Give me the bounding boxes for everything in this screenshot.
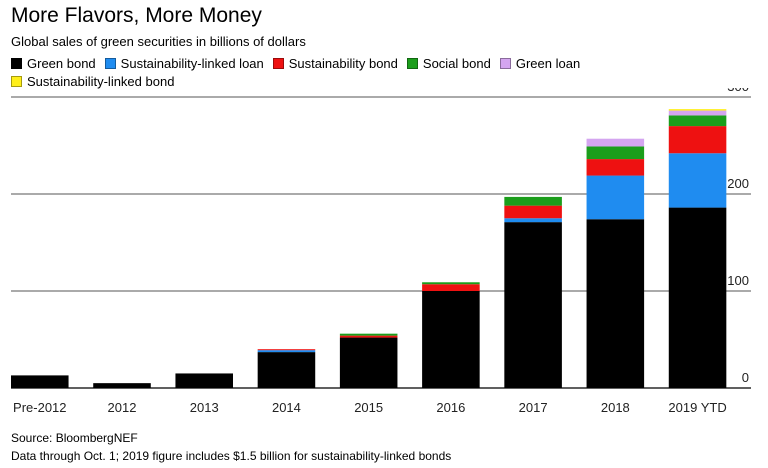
bar-segment [257, 352, 316, 388]
legend-item: Sustainability bond [272, 55, 398, 72]
legend-label: Sustainability bond [288, 56, 398, 71]
bar-segment [668, 153, 727, 208]
legend-swatch [499, 58, 511, 69]
legend-swatch [104, 58, 116, 69]
legend-swatch [406, 58, 418, 69]
bar-segment [504, 205, 562, 219]
bar-segment [422, 282, 480, 285]
bar-segment [586, 138, 645, 147]
source-note: Source: BloombergNEF [11, 431, 138, 445]
bar-segment [586, 159, 645, 176]
x-tick-label: 2013 [190, 400, 219, 415]
bar-segment [422, 291, 480, 388]
bar-segment [504, 196, 562, 206]
x-tick-label: 2014 [272, 400, 301, 415]
y-tick-label: 100 [727, 273, 749, 288]
legend-label: Sustainability-linked loan [120, 56, 264, 71]
bar-segment [339, 335, 398, 338]
bar-segment [586, 219, 645, 388]
chart-title: More Flavors, More Money [11, 4, 262, 27]
x-tick-label: 2017 [519, 400, 548, 415]
legend-label: Green loan [515, 56, 581, 71]
chart-subtitle: Global sales of green securities in bill… [11, 34, 306, 49]
footnote: Data through Oct. 1; 2019 figure include… [11, 449, 452, 463]
bar-segment [257, 350, 316, 353]
legend-item: Green loan [499, 55, 581, 72]
x-tick-label: 2019 YTD [668, 400, 726, 415]
x-tick-label: 2012 [108, 400, 137, 415]
legend-item: Green bond [11, 55, 96, 72]
bar-segment [668, 115, 727, 127]
legend-label: Green bond [27, 56, 96, 71]
bar-segment [586, 146, 645, 160]
bar-segment [668, 207, 727, 388]
bar-segment [668, 109, 727, 111]
bar-segment [339, 337, 398, 388]
legend-label: Sustainability-linked bond [27, 74, 175, 89]
bar-segment [668, 126, 727, 154]
x-tick-label: 2016 [436, 400, 465, 415]
chart-legend: Green bond Sustainability-linked loan Sust… [11, 55, 751, 91]
bar-segment [422, 284, 480, 291]
bar-segment [668, 110, 727, 116]
bar-segment [504, 222, 562, 388]
legend-item: Sustainability-linked bond [11, 73, 174, 90]
stacked-bar-chart: 0 100 200 300 Pre-2012 2012 2013 2014 2015 2016 20… [11, 88, 751, 415]
bar-segment [11, 375, 69, 388]
legend-swatch [11, 58, 22, 69]
legend-label: Social bond [422, 56, 491, 71]
legend-swatch [11, 76, 22, 87]
x-tick-label: 2018 [601, 400, 630, 415]
bar-segment [175, 373, 233, 388]
bar-segment [586, 175, 645, 220]
x-tick-label: Pre-2012 [13, 400, 66, 415]
y-tick-label: 300 [727, 88, 749, 94]
bar-segment [93, 383, 151, 388]
legend-item: Social bond [406, 55, 491, 72]
y-tick-label: 0 [742, 370, 749, 385]
y-tick-label: 200 [727, 176, 749, 191]
bar-segment [339, 333, 398, 336]
bar-segment [257, 349, 316, 351]
x-tick-label: 2015 [354, 400, 383, 415]
legend-item: Sustainability-linked loan [104, 55, 264, 72]
bar-segment [504, 218, 562, 223]
legend-swatch [272, 58, 284, 69]
